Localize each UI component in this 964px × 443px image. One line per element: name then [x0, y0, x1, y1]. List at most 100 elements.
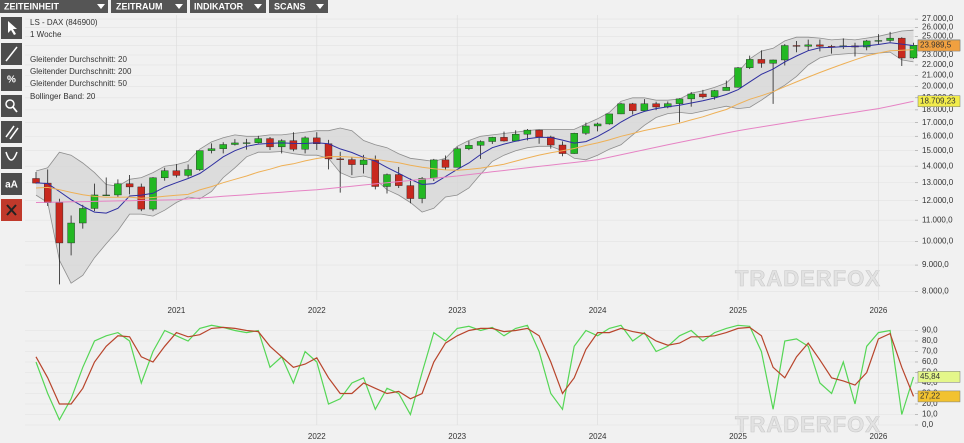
menu-arrow — [97, 4, 105, 9]
candle-body — [102, 194, 110, 196]
candle-body — [734, 67, 742, 88]
legend-entry: Gleitender Durchschnitt: 20 — [30, 55, 127, 64]
bollinger-band — [36, 30, 914, 284]
menu-arrow — [316, 4, 324, 9]
candle-body — [278, 140, 286, 148]
candle-body — [629, 103, 637, 111]
menu-bar: ZEITEINHEIT ZEITRAUM INDIKATOR SCANS — [0, 0, 328, 13]
x-tick-label: 2021 — [168, 306, 186, 315]
tool-button[interactable] — [1, 121, 22, 143]
y-tick-label: 80,0 — [922, 336, 938, 345]
moving-average — [35, 49, 914, 199]
menu-label[interactable]: ZEITEINHEIT — [4, 1, 60, 11]
candle-body — [406, 185, 415, 199]
candle-body — [792, 45, 801, 47]
y-tick-label: 26.000,0 — [922, 23, 954, 32]
legend-entry: Bollinger Band: 20 — [30, 92, 96, 101]
moving-average — [35, 100, 914, 203]
candle-body — [266, 138, 274, 148]
candle-body — [582, 125, 590, 134]
y-tick-label: 14.000,0 — [922, 161, 954, 170]
menu-label[interactable]: ZEITRAUM — [116, 1, 163, 11]
legend-entry: Gleitender Durchschnitt: 50 — [30, 79, 127, 88]
menu-tab[interactable] — [190, 0, 266, 13]
y-tick-label: 70,0 — [922, 347, 938, 356]
tool-icon — [5, 99, 15, 109]
candle-body — [125, 183, 134, 188]
y-tick-label: 12.000,0 — [922, 196, 954, 205]
candle-body — [617, 103, 625, 115]
candle-body — [898, 37, 906, 59]
candle-body — [512, 133, 520, 142]
tool-icon — [5, 151, 18, 161]
candle-body — [465, 145, 473, 150]
candle-body — [67, 222, 75, 244]
value-tag-label: 45,84 — [920, 372, 941, 381]
x-tick-label: 2024 — [589, 432, 607, 441]
candle-body — [476, 141, 485, 146]
menu-tab[interactable] — [111, 0, 187, 13]
y-tick-label: 27.000,0 — [922, 14, 954, 23]
tool-button[interactable] — [1, 69, 22, 91]
y-tick-label: 90,0 — [922, 326, 938, 335]
legend-entry: Gleitender Durchschnitt: 200 — [30, 67, 132, 76]
y-tick-label: 60,0 — [922, 357, 938, 366]
menu-label[interactable]: SCANS — [274, 1, 306, 11]
y-tick-label: 22.000,0 — [922, 60, 954, 69]
tool-button[interactable] — [1, 95, 22, 117]
candle-body — [722, 87, 730, 91]
y-tick-label: 21.000,0 — [922, 70, 954, 79]
value-tag — [917, 390, 961, 403]
y-tick-label: 11.000,0 — [922, 215, 953, 224]
candle-body — [160, 170, 169, 179]
tool-label[interactable]: % — [7, 75, 16, 86]
x-tick-label: 2023 — [448, 306, 466, 315]
oscillator-line — [35, 324, 915, 422]
x-tick-label: 2025 — [729, 432, 747, 441]
tool-button[interactable] — [1, 147, 22, 169]
menu-arrow — [254, 4, 262, 9]
x-tick-label: 2025 — [729, 306, 747, 315]
candle-body — [757, 59, 766, 64]
candle-body — [863, 40, 871, 48]
candle-body — [44, 182, 52, 203]
candle-body — [909, 45, 918, 59]
candle-body — [348, 159, 356, 165]
y-tick-label: 23.000,0 — [922, 50, 954, 59]
legend-title: LS - DAX (846900) — [30, 18, 98, 27]
watermark: TRADERFOX — [735, 412, 881, 437]
candle-body — [336, 158, 344, 160]
candle-body — [874, 40, 883, 42]
menu-tab[interactable] — [0, 0, 108, 13]
y-tick-label: 15.000,0 — [922, 146, 954, 155]
value-tag — [917, 95, 961, 107]
candle-body — [242, 142, 251, 144]
candle-body — [196, 150, 204, 170]
candle-body — [687, 93, 695, 100]
x-tick-label: 2023 — [448, 432, 466, 441]
value-tag — [917, 371, 961, 383]
value-tag — [917, 39, 961, 52]
candle-body — [804, 44, 812, 47]
legend-subtitle: 1 Woche — [30, 30, 62, 39]
candle-body — [395, 174, 403, 186]
menu-label[interactable]: INDIKATOR — [194, 1, 244, 11]
candle-body — [371, 159, 379, 187]
tool-label[interactable]: aA — [5, 180, 18, 191]
candle-body — [886, 37, 894, 41]
menu-tab[interactable] — [269, 0, 328, 13]
candle-body — [172, 170, 181, 176]
tool-button[interactable] — [1, 173, 22, 195]
y-tick-label: 20,0 — [922, 399, 938, 408]
candle-body — [79, 208, 87, 224]
candle-body — [652, 103, 660, 108]
candle-body — [418, 178, 426, 199]
bollinger-upper — [35, 29, 914, 187]
candle-body — [593, 123, 602, 127]
watermark: TRADERFOX — [735, 266, 881, 291]
candle-body — [231, 142, 239, 145]
y-tick-label: 20.000,0 — [922, 81, 954, 90]
candle-body — [523, 129, 532, 135]
candle-body — [500, 137, 508, 142]
